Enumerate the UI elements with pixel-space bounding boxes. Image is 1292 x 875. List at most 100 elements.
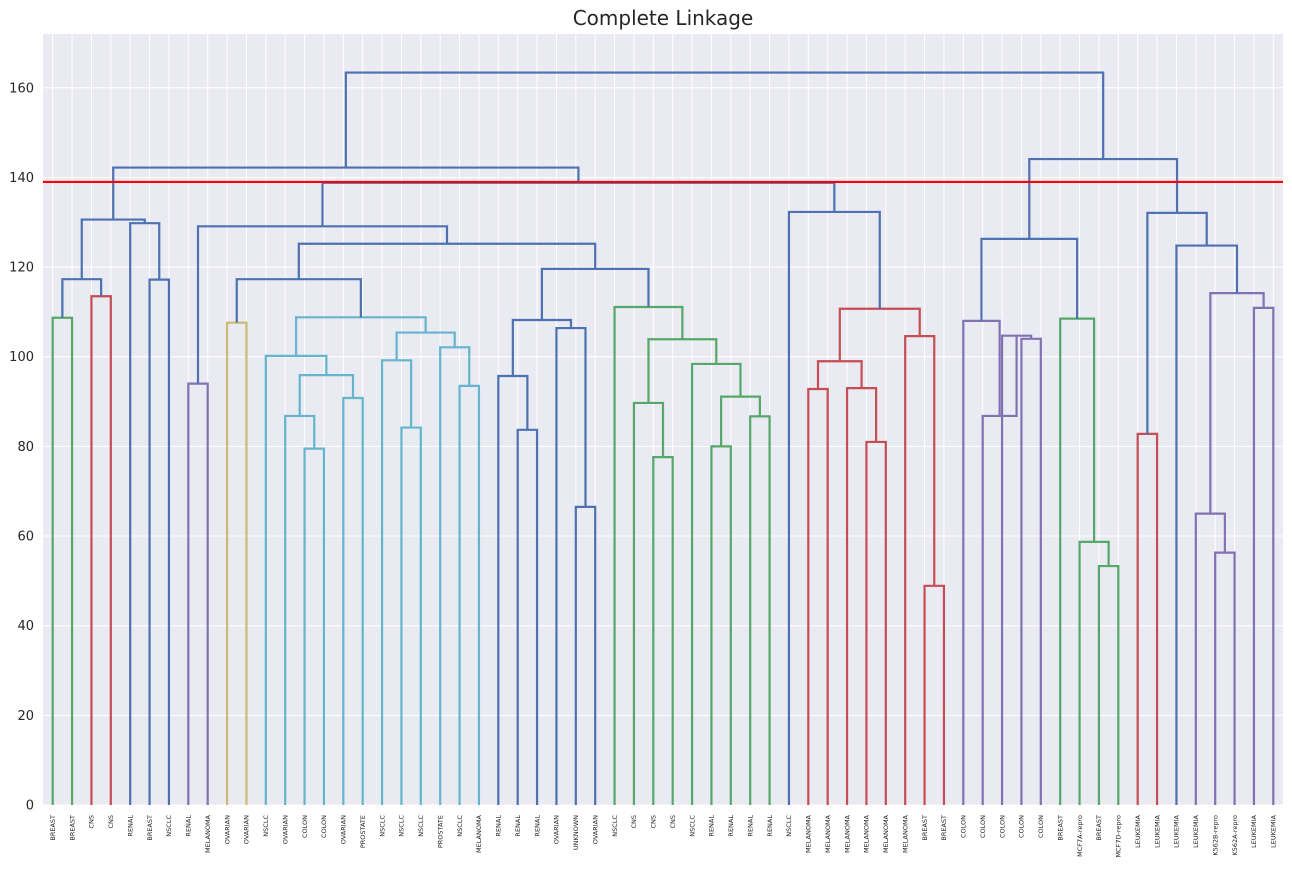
- dendrogram-link-12: [264, 354, 328, 805]
- leaf-label: MELANOMA: [805, 814, 813, 853]
- leaf-label: BREAST: [146, 815, 154, 841]
- leaf-label: LEUKEMIA: [1153, 814, 1161, 847]
- dendrogram-link-5: [80, 218, 146, 280]
- y-tick-label: 60: [17, 530, 34, 545]
- y-tick-label: 40: [17, 619, 34, 634]
- leaf-label: MELANOMA: [901, 814, 909, 853]
- leaf-label: OVARIAN: [340, 815, 348, 844]
- dendrogram-link-50: [1097, 564, 1120, 805]
- dendrogram-link-53: [980, 237, 1079, 321]
- leaf-label: MELANOMA: [882, 814, 890, 853]
- leaf-label: LEUKEMIA: [1134, 814, 1142, 847]
- leaf-label: COLON: [998, 815, 1006, 838]
- leaf-label: RENAL: [746, 815, 754, 837]
- leaf-label: NSCLC: [785, 815, 793, 837]
- dendrogram-link-55: [1214, 551, 1236, 805]
- dendrogram-link-10: [342, 396, 364, 805]
- leaf-label: RENAL: [533, 815, 541, 837]
- dendrogram-link-22: [574, 505, 597, 805]
- leaf-label: LEUKEMIA: [1173, 814, 1181, 847]
- leaf-label: NSCLC: [378, 815, 386, 837]
- leaf-label: NSCLC: [398, 815, 406, 837]
- leaf-label: MELANOMA: [843, 814, 851, 853]
- leaf-label: MCF7D-repro: [1115, 815, 1123, 858]
- y-tick-label: 80: [17, 440, 34, 455]
- leaf-label: LEUKEMIA: [1250, 814, 1258, 847]
- leaf-label: BREAST: [940, 815, 948, 841]
- leaf-label: MELANOMA: [863, 814, 871, 853]
- y-tick-label: 100: [9, 350, 34, 365]
- dendrogram-link-13: [400, 426, 422, 805]
- dendrogram-link-62: [344, 71, 1105, 168]
- leaf-label: PROSTATE: [359, 815, 367, 848]
- dendrogram-link-16: [439, 346, 471, 805]
- leaf-label: OVARIAN: [281, 815, 289, 844]
- dendrogram-link-47: [1000, 334, 1033, 805]
- dendrogram-link-26: [632, 401, 665, 805]
- leaf-label: MELANOMA: [824, 814, 832, 853]
- leaf-label: NSCLC: [165, 815, 173, 837]
- dendrogram-link-29: [720, 395, 761, 447]
- leaf-label: RENAL: [185, 815, 193, 837]
- dendrogram-link-58: [1209, 291, 1265, 514]
- dendrogram-link-6: [187, 382, 209, 805]
- dendrogram-link-34: [297, 242, 597, 280]
- y-tick-label: 140: [9, 171, 34, 186]
- leaf-label: COLON: [301, 815, 309, 838]
- dendrogram-link-4: [129, 222, 161, 805]
- leaf-label: K562B-repro: [1211, 815, 1219, 856]
- dendrogram-link-43: [787, 210, 881, 805]
- leaf-label: OVARIAN: [223, 815, 231, 844]
- leaf-label: MELANOMA: [475, 814, 483, 853]
- dendrogram-link-35: [196, 225, 449, 384]
- leaf-label: RENAL: [126, 815, 134, 837]
- leaf-label: BREAST: [1095, 815, 1103, 841]
- dendrogram-link-39: [816, 360, 863, 390]
- dendrogram-link-36: [807, 387, 829, 805]
- leaf-label: LEUKEMIA: [1192, 814, 1200, 847]
- leaf-label: COLON: [320, 815, 328, 838]
- dendrogram-link-59: [1175, 244, 1239, 805]
- leaf-label: K562A-repro: [1231, 815, 1239, 856]
- y-tick-label: 120: [9, 261, 34, 276]
- leaf-label: BREAST: [68, 815, 76, 841]
- leaf-label: RENAL: [708, 815, 716, 837]
- dendrogram-link-9: [284, 414, 316, 805]
- leaf-label: NSCLC: [611, 815, 619, 837]
- dendrogram-link-7: [225, 321, 248, 805]
- leaf-label: COLON: [1037, 815, 1045, 838]
- dendrogram-link-15: [458, 384, 481, 805]
- dendrogram-link-56: [1194, 512, 1226, 805]
- dendrogram-link-32: [613, 305, 684, 805]
- dendrogram-link-8: [303, 447, 326, 805]
- y-tick-label: 0: [26, 799, 34, 814]
- leaf-label: CNS: [88, 815, 96, 829]
- y-tick-label: 160: [9, 81, 34, 96]
- dendrogram-link-2: [61, 278, 103, 318]
- dendrogram-link-46: [1020, 337, 1042, 805]
- dendrogram-link-51: [1078, 540, 1110, 805]
- leaf-label: BREAST: [49, 815, 57, 841]
- dendrogram-link-0: [51, 316, 74, 805]
- leaf-label: MCF7A-repro: [1076, 815, 1084, 857]
- dendrogram-link-42: [838, 307, 921, 362]
- leaf-label: CNS: [107, 815, 115, 829]
- leaf-label: COLON: [979, 815, 987, 838]
- leaf-label: MELANOMA: [204, 814, 212, 853]
- leaf-label: RENAL: [495, 815, 503, 837]
- leaf-label: NSCLC: [417, 815, 425, 837]
- leaf-label: OVARIAN: [553, 815, 561, 844]
- leaf-label: BREAST: [1056, 815, 1064, 841]
- dendrogram-link-19: [235, 278, 362, 323]
- leaf-label: CNS: [650, 815, 658, 829]
- dendrogram-links: [51, 71, 1275, 805]
- y-axis-ticks: 0 20 40 60 80 100 120 140 160: [9, 81, 34, 813]
- dendrogram-link-49: [962, 319, 1001, 805]
- dendrogram-link-48: [981, 335, 1018, 805]
- dendrogram-link-40: [923, 584, 946, 805]
- dendrogram-link-37: [865, 440, 887, 805]
- leaf-label: LEUKEMIA: [1270, 814, 1278, 847]
- leaf-label: RENAL: [514, 815, 522, 837]
- leaf-label: PROSTATE: [436, 815, 444, 848]
